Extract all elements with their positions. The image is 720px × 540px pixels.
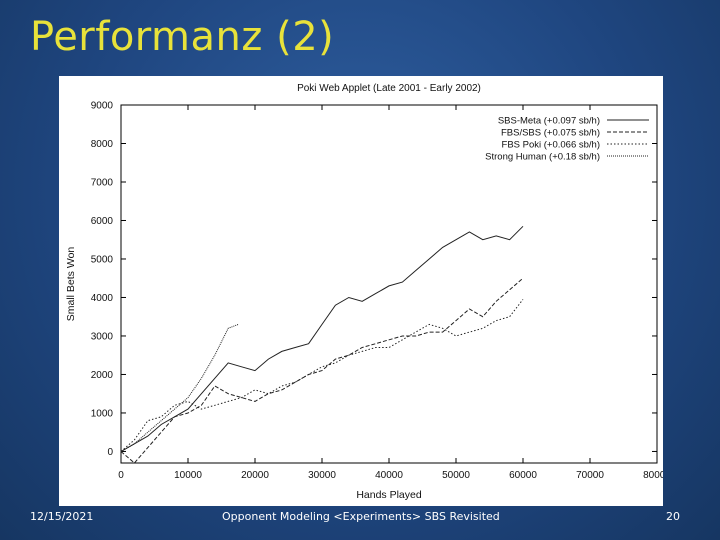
y-tick-label: 0 [107, 447, 113, 458]
slide-title: Performanz (2) [30, 14, 335, 60]
y-tick-label: 1000 [91, 408, 114, 419]
y-tick-label: 9000 [91, 101, 114, 112]
x-tick-label: 50000 [442, 470, 470, 481]
y-tick-label: 6000 [91, 216, 114, 227]
x-tick-label: 60000 [509, 470, 537, 481]
footer-title: Opponent Modeling <Experiments> SBS Revi… [222, 510, 500, 523]
y-tick-label: 2000 [91, 370, 114, 381]
footer-date: 12/15/2021 [30, 510, 94, 523]
legend: SBS-Meta (+0.097 sb/h)FBS/SBS (+0.075 sb… [485, 116, 649, 163]
axis-ticks: 0 10000 20000 30000 40000 50000 60000 70000 8000… [91, 101, 663, 482]
series-line-2 [120, 277, 524, 464]
series-line-3 [120, 299, 524, 452]
series-lines [120, 225, 524, 464]
chart-panel: Poki Web Applet (Late 2001 - Early 2002)… [59, 76, 663, 506]
y-axis-label: Small Bets Won [65, 247, 77, 322]
x-axis-label: Hands Played [356, 489, 422, 501]
y-tick-label: 8000 [91, 139, 114, 150]
y-tick-label: 5000 [91, 254, 114, 265]
page-number: 20 [666, 510, 680, 523]
legend-label: SBS-Meta (+0.097 sb/h) [498, 116, 600, 127]
y-tick-label: 7000 [91, 177, 114, 188]
legend-label: Strong Human (+0.18 sb/h) [485, 152, 600, 163]
x-tick-label: 10000 [174, 470, 202, 481]
x-tick-label: 40000 [375, 470, 403, 481]
y-tick-label: 3000 [91, 331, 114, 342]
y-tick-label: 4000 [91, 293, 114, 304]
series-line-1 [120, 225, 524, 452]
legend-label: FBS Poki (+0.066 sb/h) [502, 140, 600, 151]
x-tick-label: 70000 [576, 470, 604, 481]
x-tick-label: 30000 [308, 470, 336, 481]
legend-label: FBS/SBS (+0.075 sb/h) [501, 128, 600, 139]
line-chart: Poki Web Applet (Late 2001 - Early 2002)… [65, 83, 663, 501]
x-tick-label: 0 [118, 470, 124, 481]
series-line-4 [120, 323, 239, 452]
chart-title: Poki Web Applet (Late 2001 - Early 2002) [297, 83, 481, 94]
x-tick-label: 20000 [241, 470, 269, 481]
